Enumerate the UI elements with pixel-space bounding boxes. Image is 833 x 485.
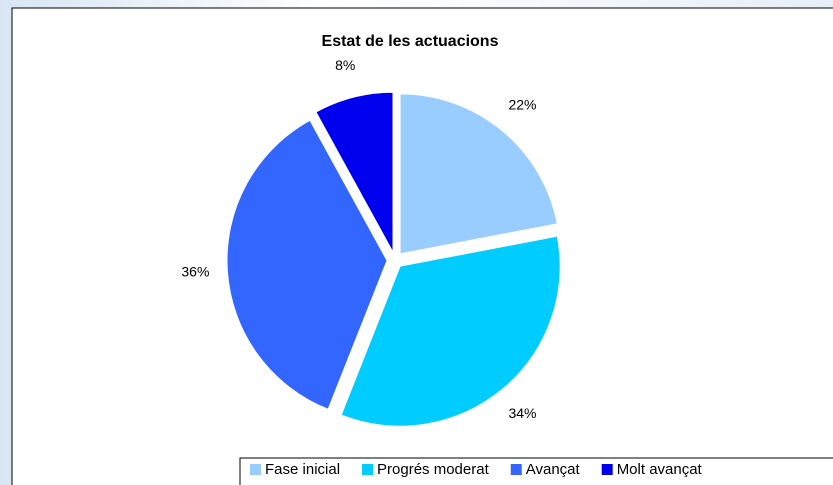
- data-label: 36%: [181, 263, 209, 279]
- legend-swatch: [250, 464, 261, 475]
- legend-label: Fase inicial: [265, 461, 340, 478]
- pie-slice: [315, 91, 394, 253]
- data-label: 34%: [508, 405, 536, 421]
- legend-swatch: [362, 464, 374, 475]
- pie-slice: [399, 93, 558, 255]
- legend-swatch: [601, 464, 613, 475]
- legend-label: Progrés moderat: [377, 461, 490, 478]
- data-label: 8%: [335, 57, 355, 73]
- legend-swatch: [510, 464, 522, 475]
- pie-slice: [340, 235, 561, 427]
- legend-label: Molt avançat: [617, 461, 703, 478]
- legend-label: Avançat: [526, 461, 581, 478]
- pie-slice: [226, 119, 388, 410]
- legend-box: [239, 457, 833, 485]
- chart-title: Estat de les actuacions: [322, 33, 499, 50]
- data-label: 22%: [508, 97, 536, 113]
